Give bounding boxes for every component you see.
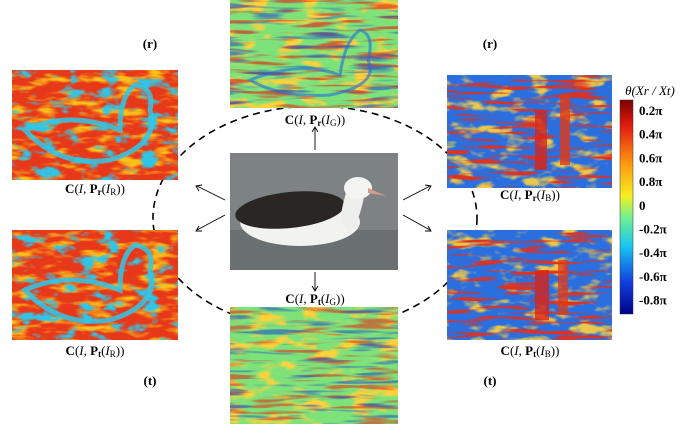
caption-part: (	[102, 181, 106, 196]
caption-part: G	[330, 118, 337, 128]
caption-part: ,	[83, 181, 90, 196]
caption-part: (	[321, 291, 325, 306]
heatmap-right-bottom	[447, 230, 612, 340]
label-r: (r)	[143, 36, 157, 51]
caption-part: ,	[303, 112, 310, 127]
caption: C(I, Pt(IR))	[66, 343, 125, 359]
label-t: (t)	[144, 373, 157, 388]
colorbar-tick-label: 0	[639, 198, 646, 213]
arrows	[195, 126, 432, 292]
caption-part: C	[501, 343, 510, 358]
caption-part: (	[75, 343, 79, 358]
caption-part: ))	[551, 187, 560, 202]
caption-part: I	[540, 187, 546, 202]
colorbar-tick-label: -0.6π	[639, 269, 667, 284]
caption-part: I	[325, 112, 331, 127]
caption-part: I	[298, 291, 304, 306]
caption-part: ,	[518, 187, 525, 202]
caption-part: ,	[303, 291, 310, 306]
caption-part: (	[74, 181, 78, 196]
caption: C(I, Pr(IR))	[65, 181, 125, 197]
colorbar-tick-label: -0.8π	[639, 293, 667, 308]
heatmap-left-top	[12, 70, 178, 180]
caption-part: ,	[84, 343, 91, 358]
albatross-photo	[230, 153, 398, 270]
heatmap-top-center	[230, 0, 398, 108]
heatmap-bottom-center	[230, 307, 398, 424]
caption-part: R	[110, 349, 116, 359]
caption-part: (	[510, 343, 514, 358]
caption-part: B	[545, 193, 551, 203]
heatmap-left-bottom	[12, 230, 178, 340]
caption-part: P	[310, 291, 318, 306]
caption-part: P	[525, 187, 533, 202]
caption-part: r	[98, 187, 102, 197]
caption-part: ))	[116, 181, 125, 196]
caption-part: ))	[337, 112, 346, 127]
caption-part: I	[105, 181, 111, 196]
caption-part: I	[324, 291, 330, 306]
caption-part: I	[513, 343, 519, 358]
caption-part: I	[78, 181, 84, 196]
caption-part: P	[309, 112, 317, 127]
caption: C(I, Pr(IB))	[500, 187, 560, 203]
caption-part: C	[66, 343, 75, 358]
caption-part: (	[537, 187, 541, 202]
caption-part: G	[330, 297, 337, 307]
caption-part: t	[98, 349, 101, 359]
caption-part: (	[295, 291, 299, 306]
colorbar-tick-label: 0.6π	[639, 150, 662, 165]
caption-part: P	[90, 343, 98, 358]
caption-part: r	[317, 118, 321, 128]
caption-part: C	[285, 291, 294, 306]
caption-part: I	[539, 343, 545, 358]
caption-part: C	[500, 187, 509, 202]
caption-part: R	[110, 187, 116, 197]
colorbar-tick-label: 0.2π	[639, 103, 662, 118]
colorbar-tick-label: -0.4π	[639, 245, 667, 260]
captions: C(I, Pr(IG))C(I, Pr(IR))C(I, Pt(IR))C(I,…	[65, 112, 560, 359]
caption-part: (	[321, 112, 325, 127]
caption-part: I	[298, 112, 304, 127]
colorbar-tick-label: 0.8π	[639, 174, 662, 189]
caption-part: (	[101, 343, 105, 358]
caption-part: I	[513, 187, 519, 202]
caption: C(I, Pt(IB))	[501, 343, 560, 359]
caption-part: P	[90, 181, 98, 196]
caption-part: ))	[116, 343, 125, 358]
label-r: (r)	[483, 36, 497, 51]
caption-part: C	[285, 112, 294, 127]
caption-part: I	[78, 343, 84, 358]
heatmap-right-top	[447, 75, 612, 188]
caption-part: P	[525, 343, 533, 358]
caption-part: (	[509, 187, 513, 202]
colorbar-title: θ(Xr / Xt)	[625, 83, 675, 98]
caption-part: B	[545, 349, 551, 359]
colorbar-ticks: 0.2π 0.4π 0.6π 0.8π 0 -0.2π -0.4π -0.6π -0.8π	[639, 103, 667, 308]
caption: C(I, Pr(IG))	[285, 112, 345, 128]
colorbar	[619, 99, 634, 315]
caption-part: C	[65, 181, 74, 196]
caption-part: ,	[519, 343, 526, 358]
colorbar-tick-label: 0.4π	[639, 127, 662, 142]
caption-part: r	[533, 193, 537, 203]
caption-part: (	[536, 343, 540, 358]
caption-part: t	[533, 349, 536, 359]
caption-part: ))	[551, 343, 560, 358]
caption-part: t	[318, 297, 321, 307]
caption-part: ))	[336, 291, 345, 306]
caption-part: (	[294, 112, 298, 127]
label-t: (t)	[484, 373, 497, 388]
caption-part: I	[104, 343, 110, 358]
colorbar-tick-label: -0.2π	[639, 221, 667, 236]
caption: C(I, Pt(IG))	[285, 291, 344, 307]
